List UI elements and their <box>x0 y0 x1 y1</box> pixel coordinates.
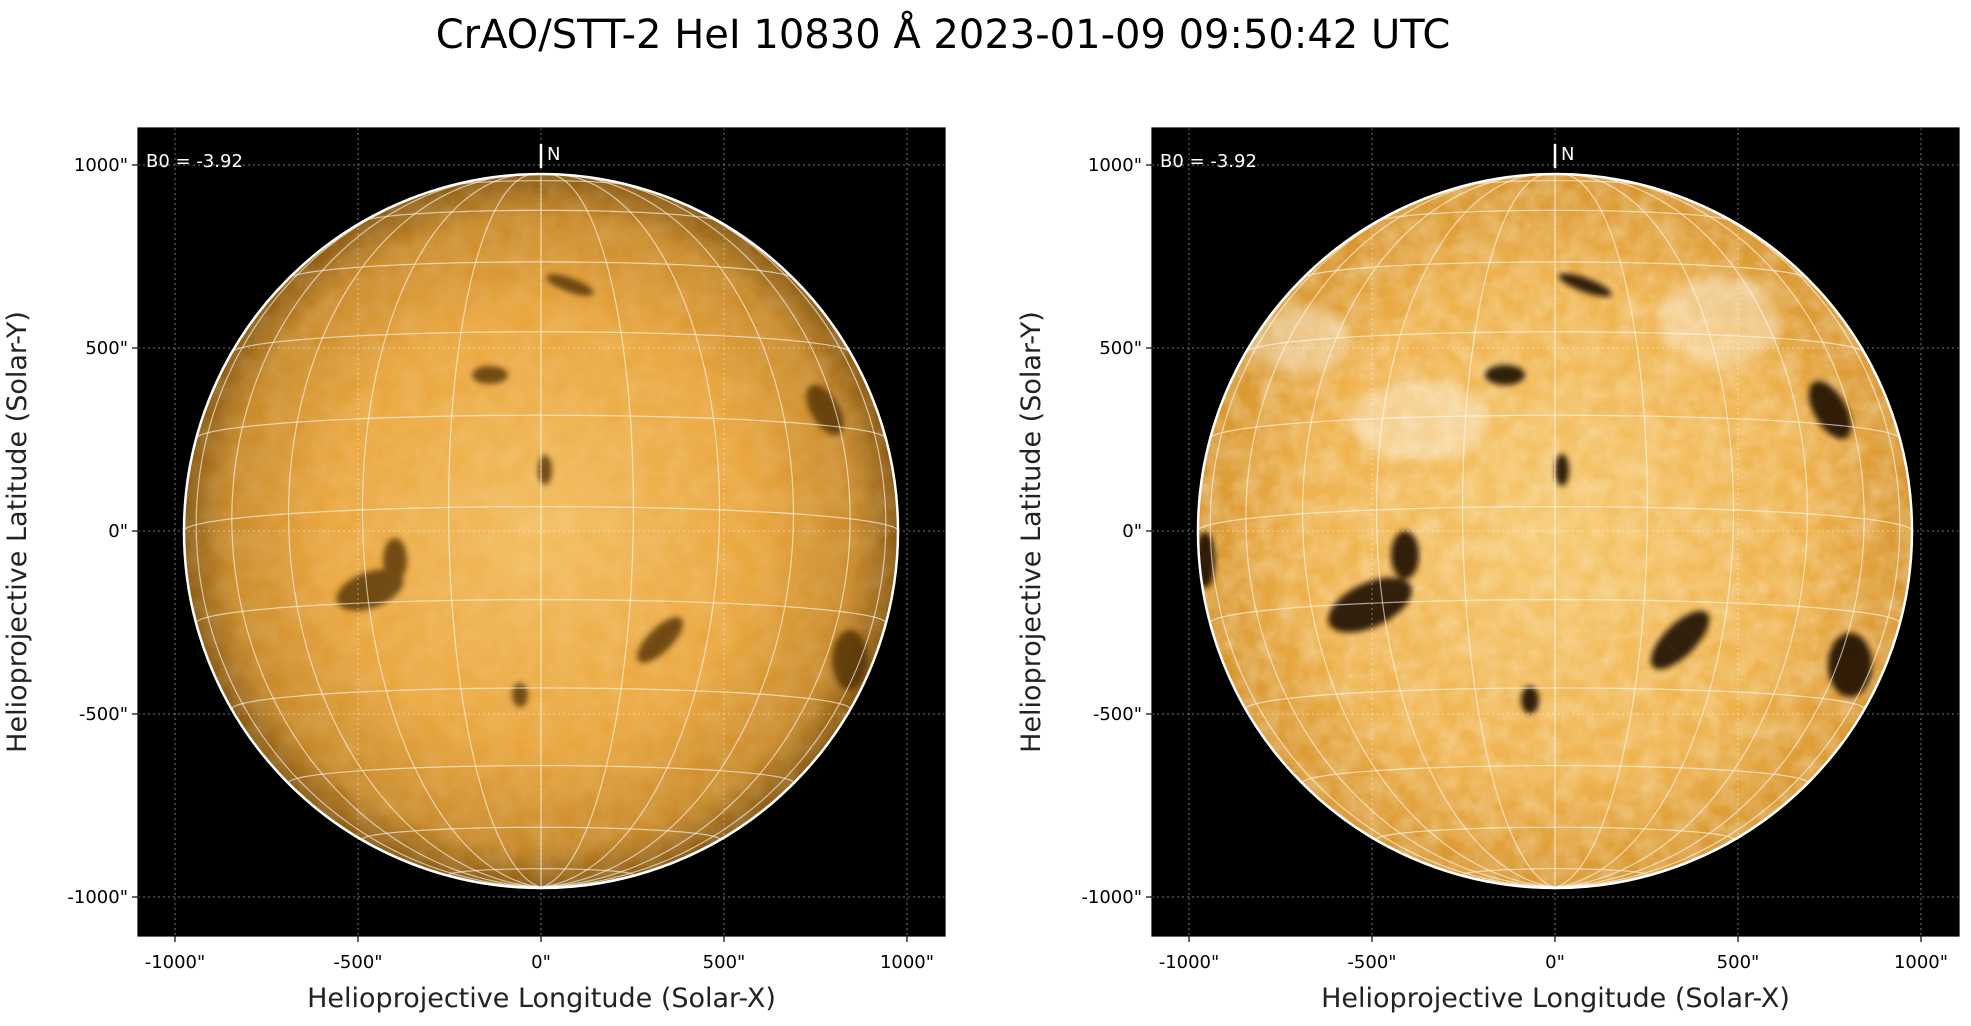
longitude-line <box>447 174 542 888</box>
north-label: N <box>1561 144 1574 165</box>
longitude-line <box>287 174 542 888</box>
longitude-line <box>1554 174 1649 888</box>
y-axis-label: Helioprojective Latitude (Solar-Y) <box>2 311 33 753</box>
longitude-line <box>195 180 542 888</box>
heliographic-grid <box>1198 174 1912 888</box>
figure-title: CrAO/STT-2 HeI 10830 Å 2023-01-09 09:50:… <box>435 12 1451 58</box>
latitude-line <box>363 209 719 222</box>
latitude-line <box>1462 868 1648 876</box>
longitude-line <box>540 432 898 888</box>
y-tick-label: 0" <box>108 521 128 542</box>
latitude-line <box>195 414 887 439</box>
x-tick-label: -500" <box>333 952 382 973</box>
longitude-line <box>1554 180 1901 888</box>
longitude-line <box>1209 180 1556 888</box>
longitude-line <box>540 174 851 888</box>
latitude-line <box>288 261 794 279</box>
latitude-line <box>1464 180 1646 187</box>
y-tick-label: -500" <box>1093 704 1142 725</box>
latitude-line <box>1209 599 1901 624</box>
x-tick-label: -1000" <box>1159 952 1220 973</box>
y-tick-label: -1000" <box>67 887 128 908</box>
axes: -1000" -1000" -500" -500" 0" 0" 500" 500" 1000" 1… <box>2 127 946 1014</box>
longitude-line <box>1375 174 1556 888</box>
x-tick-label: 500" <box>1717 952 1760 973</box>
longitude-line <box>361 174 542 888</box>
latitude-line <box>361 826 721 840</box>
y-tick-label: 1000" <box>1088 155 1142 176</box>
axes-frame <box>1151 127 1960 937</box>
latitude-line <box>1375 826 1735 840</box>
longitude-line <box>540 174 721 888</box>
longitude-line <box>1301 174 1556 888</box>
latitude-line <box>1209 414 1901 439</box>
x-tick-label: -500" <box>1347 952 1396 973</box>
latitude-line <box>1245 331 1865 353</box>
y-tick-label: 500" <box>85 338 128 359</box>
x-axis-label: Helioprojective Longitude (Solar-X) <box>307 983 776 1014</box>
latitude-line <box>231 687 851 710</box>
longitude-line <box>184 432 542 888</box>
latitude-line <box>450 180 632 187</box>
axes-frame <box>137 127 946 937</box>
longitude-line <box>1198 432 1556 888</box>
latitude-line <box>1302 765 1808 783</box>
x-tick-label: 1000" <box>1894 952 1948 973</box>
b0-annotation: B0 = -3.92 <box>146 151 243 172</box>
panel-original: -1000" -1000" -500" -500" 0" 0" 500" 500" 1000" 1… <box>2 127 946 1014</box>
latitude-line <box>1302 261 1808 279</box>
longitude-line <box>1461 174 1556 888</box>
longitude-line <box>1245 174 1556 888</box>
latitude-line <box>195 599 887 624</box>
longitude-line <box>1554 432 1912 888</box>
latitude-line <box>1377 209 1733 222</box>
longitude-line <box>540 180 887 888</box>
north-label: N <box>547 144 560 165</box>
longitude-line <box>540 174 635 888</box>
panel-enhanced: -1000" -1000" -500" -500" 0" 0" 500" 500" 1000" 1… <box>1016 127 1960 1014</box>
longitude-line <box>1554 174 1865 888</box>
latitude-line <box>231 331 851 353</box>
x-tick-label: 0" <box>531 952 551 973</box>
longitude-line <box>540 174 795 888</box>
x-axis-label: Helioprojective Longitude (Solar-X) <box>1321 983 1790 1014</box>
heliographic-grid <box>184 174 898 888</box>
latitude-line <box>1245 687 1865 710</box>
y-tick-label: -1000" <box>1081 887 1142 908</box>
latitude-line <box>448 868 634 876</box>
x-tick-label: -1000" <box>145 952 206 973</box>
y-axis-label: Helioprojective Latitude (Solar-Y) <box>1016 311 1047 753</box>
longitude-line <box>1554 174 1735 888</box>
y-tick-label: -500" <box>79 704 128 725</box>
latitude-line <box>288 765 794 783</box>
latitude-line <box>1198 506 1912 532</box>
latitude-line <box>184 506 898 532</box>
b0-annotation: B0 = -3.92 <box>1160 151 1257 172</box>
x-tick-label: 500" <box>703 952 746 973</box>
axes: -1000" -1000" -500" -500" 0" 0" 500" 500" 1000" 1… <box>1016 127 1960 1014</box>
longitude-line <box>231 174 542 888</box>
longitude-line <box>1554 174 1809 888</box>
x-tick-label: 0" <box>1545 952 1565 973</box>
y-tick-label: 500" <box>1099 338 1142 359</box>
x-tick-label: 1000" <box>880 952 934 973</box>
y-tick-label: 0" <box>1122 521 1142 542</box>
y-tick-label: 1000" <box>74 155 128 176</box>
